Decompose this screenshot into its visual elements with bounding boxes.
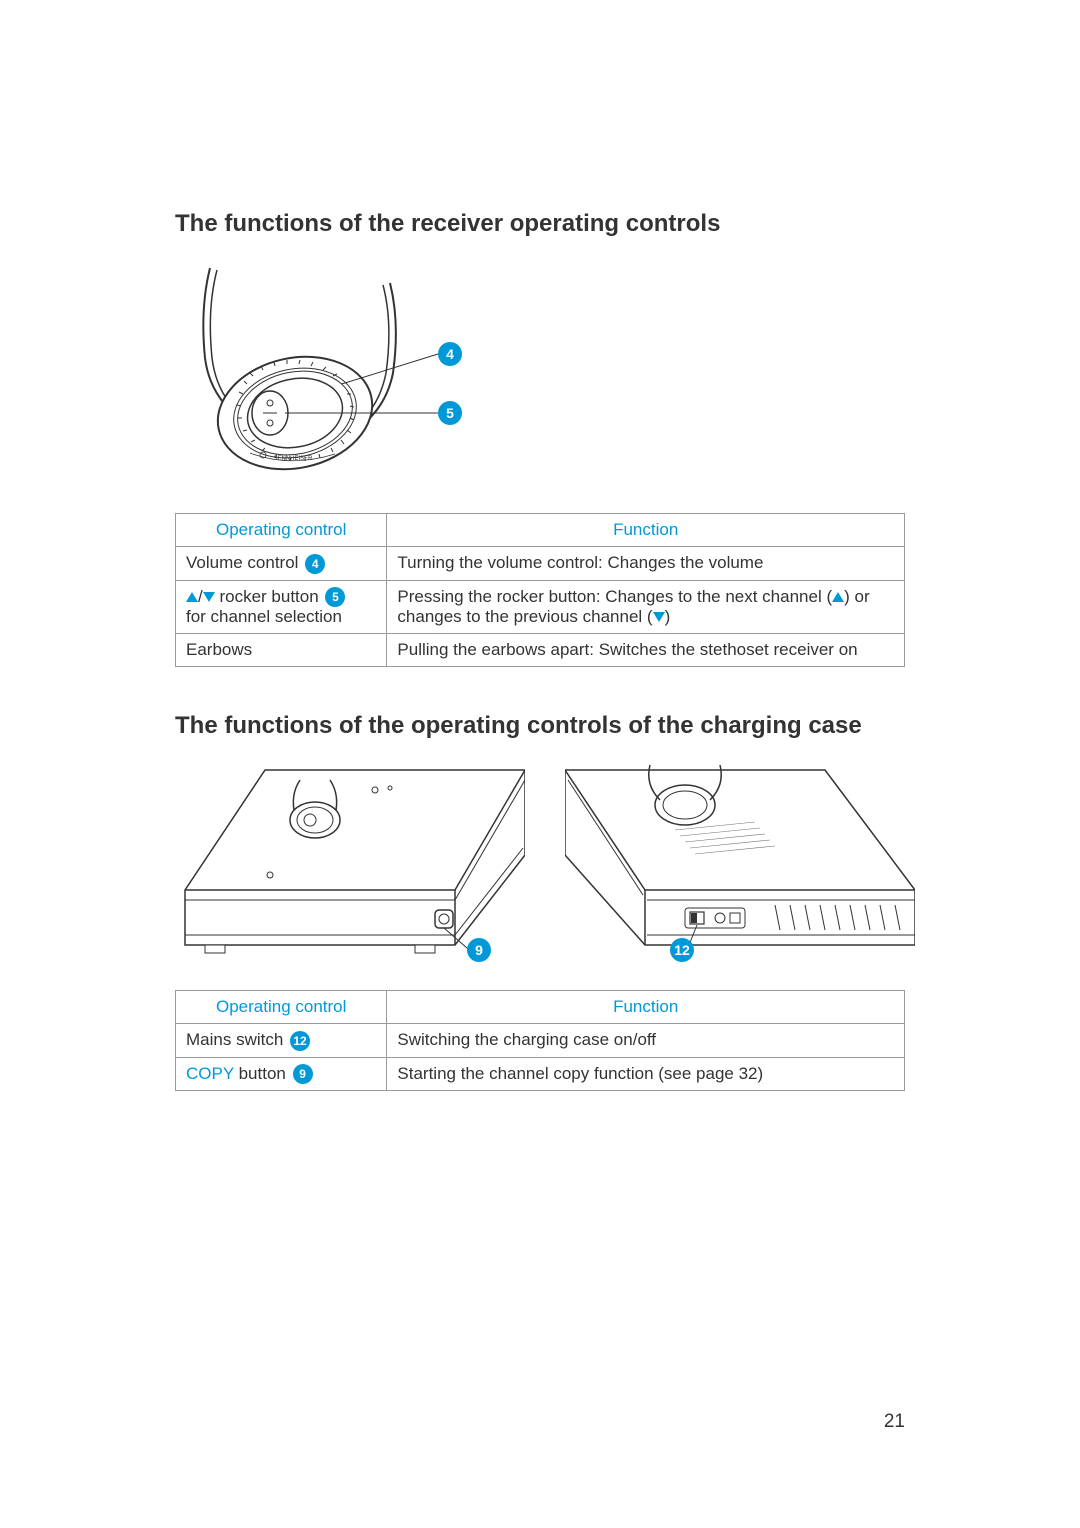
copy-label: COPY (186, 1064, 234, 1083)
function-cell: Pressing the rocker button: Changes to t… (387, 580, 905, 634)
control-cell: Mains switch 12 (176, 1024, 387, 1058)
callout-badge-4: 4 (438, 342, 462, 366)
receiver-diagram-container: SENNHEISER 4 5 (175, 258, 905, 488)
table-header-control: Operating control (176, 514, 387, 547)
callout-badge-12: 12 (670, 938, 694, 962)
badge-4-icon: 4 (305, 554, 325, 574)
badge-9-icon: 9 (293, 1064, 313, 1084)
badge-12-icon: 12 (290, 1031, 310, 1051)
triangle-up-icon (186, 592, 198, 602)
charging-rear-illustration (565, 760, 915, 960)
control-cell: Earbows (176, 634, 387, 667)
table-row: Earbows Pulling the earbows apart: Switc… (176, 634, 905, 667)
section-heading-charging: The functions of the operating controls … (175, 712, 905, 740)
receiver-controls-table: Operating control Function Volume contro… (175, 513, 905, 667)
charging-front-illustration (175, 760, 525, 960)
charging-controls-table: Operating control Function Mains switch … (175, 990, 905, 1091)
section-heading-receiver: The functions of the receiver operating … (175, 210, 905, 238)
table-header-control: Operating control (176, 991, 387, 1024)
charging-front-diagram: 9 (175, 760, 525, 965)
charging-rear-diagram: 12 (565, 760, 915, 965)
receiver-illustration: SENNHEISER (175, 258, 515, 488)
table-row: / rocker button 5 for channel selection … (176, 580, 905, 634)
function-cell: Starting the channel copy function (see … (387, 1057, 905, 1091)
callout-badge-9: 9 (467, 938, 491, 962)
table-row: Volume control 4 Turning the volume cont… (176, 547, 905, 581)
control-cell: Volume control 4 (176, 547, 387, 581)
triangle-up-icon (832, 592, 844, 602)
function-cell: Pulling the earbows apart: Switches the … (387, 634, 905, 667)
badge-5-icon: 5 (325, 587, 345, 607)
triangle-down-icon (653, 612, 665, 622)
table-header-function: Function (387, 991, 905, 1024)
triangle-down-icon (203, 592, 215, 602)
control-cell: / rocker button 5 for channel selection (176, 580, 387, 634)
table-row: COPY button 9 Starting the channel copy … (176, 1057, 905, 1091)
table-row: Mains switch 12 Switching the charging c… (176, 1024, 905, 1058)
function-cell: Switching the charging case on/off (387, 1024, 905, 1058)
table-header-function: Function (387, 514, 905, 547)
svg-text:SENNHEISER: SENNHEISER (273, 456, 313, 462)
charging-diagrams-row: 9 (175, 760, 905, 965)
page-number: 21 (884, 1411, 905, 1433)
control-cell: COPY button 9 (176, 1057, 387, 1091)
callout-badge-5: 5 (438, 401, 462, 425)
function-cell: Turning the volume control: Changes the … (387, 547, 905, 581)
